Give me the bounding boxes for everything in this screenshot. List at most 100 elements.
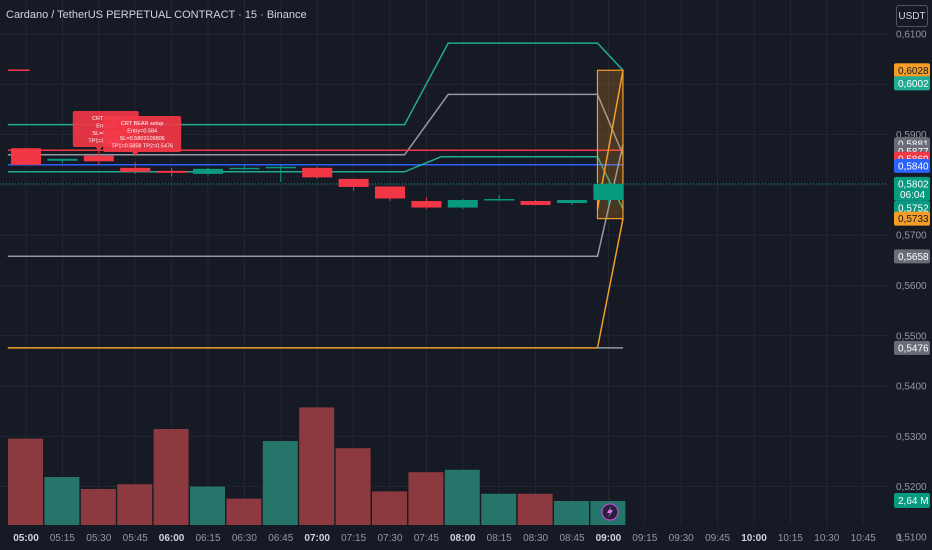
teal-lower-line	[7, 156, 624, 210]
y-tick-label: 0,5100	[896, 532, 927, 543]
orange-low-line	[7, 218, 624, 349]
price-label: 0,5733	[894, 211, 930, 226]
candle-body	[593, 183, 624, 201]
x-tick-label: 08:15	[487, 533, 512, 544]
gray-upper-line	[7, 93, 624, 156]
x-tick-label: 09:00	[596, 533, 622, 544]
candle-body	[11, 148, 41, 165]
x-tick-label: 06:45	[268, 533, 293, 544]
x-tick-label: 08:45	[559, 533, 584, 544]
y-tick-label: 0,5900	[896, 130, 927, 141]
price-label-text: 0,5733	[898, 214, 929, 225]
volume-label-text: 2,64 M	[898, 496, 929, 507]
price-label-text: 0,5752	[898, 204, 929, 215]
price-label-bg	[894, 201, 930, 216]
candle	[447, 199, 478, 210]
candle-body	[447, 200, 478, 208]
volume-bars	[8, 407, 626, 525]
volume-bar	[299, 407, 335, 525]
x-tick-labels: 05:00 05:15 05:30 05:45 06:00 06:15 06:30 06:45…	[13, 533, 903, 544]
x-tick-label: 08:00	[450, 533, 476, 544]
price-label-bg	[894, 249, 930, 264]
volume-bar	[117, 484, 153, 525]
price-label-bg	[894, 158, 930, 173]
volume-bar	[408, 472, 444, 525]
candle	[83, 149, 114, 165]
price-label-bg	[894, 340, 930, 355]
candle-body	[557, 200, 587, 204]
price-label: 0,6028	[894, 63, 930, 78]
annotation-line: CRT BEAR setup	[121, 121, 164, 127]
annotation-line: TP1=0.5858 TP2=0.5476	[111, 144, 173, 150]
x-tick-label: 10:45	[851, 533, 876, 544]
y-tick-label: 0,5700	[896, 231, 927, 242]
price-label-text: 0,5802	[898, 179, 929, 190]
x-tick-label: 07:00	[304, 533, 330, 544]
chart-title: Cardano / TetherUS PERPETUAL CONTRACT · …	[6, 9, 307, 21]
grid	[0, 0, 901, 538]
x-tick-label: 1	[897, 533, 903, 544]
volume-bar	[481, 493, 517, 525]
candle-body	[120, 167, 151, 172]
x-tick-label: 07:30	[377, 533, 402, 544]
gray-lower-line	[7, 144, 624, 258]
candle-body	[265, 166, 296, 169]
candle-body	[193, 168, 223, 174]
candle-body	[338, 178, 369, 187]
annotation-label: CRT BEAR setup Entry=0.584SL=0.5869109806…	[103, 116, 182, 156]
price-label-bg	[894, 63, 930, 78]
volume-bar	[335, 448, 371, 525]
volume-bar	[444, 469, 480, 525]
annotation-pointer	[132, 152, 139, 156]
candle	[375, 186, 405, 202]
volume-bar	[190, 486, 225, 525]
candle	[520, 200, 551, 206]
candle	[229, 165, 260, 170]
candle-body	[302, 167, 333, 178]
price-label-text: 0,5658	[898, 252, 929, 263]
x-tick-label: 05:30	[86, 533, 111, 544]
candle	[265, 164, 296, 182]
volume-bar	[44, 477, 80, 525]
y-tick-label: 0,5200	[896, 482, 927, 493]
candle	[338, 178, 369, 191]
x-tick-label: 05:45	[123, 533, 148, 544]
x-tick-label: 06:30	[232, 533, 257, 544]
y-tick-label: 0,5500	[896, 331, 927, 342]
volume-bar	[372, 491, 407, 525]
candle	[484, 194, 515, 202]
candle	[193, 167, 223, 176]
price-label-text: 0,5476	[898, 343, 929, 354]
volume-label: 2,64 M	[894, 493, 930, 508]
candle-body	[520, 201, 551, 206]
teal-upper-line	[7, 42, 624, 126]
volume-bar	[153, 429, 189, 525]
x-tick-label: 05:15	[50, 533, 75, 544]
volume-bar	[8, 438, 43, 525]
price-label: 0,5476	[894, 340, 930, 355]
x-tick-label: 09:30	[669, 533, 694, 544]
candle-body	[484, 199, 515, 201]
y-tick-label: 0,5300	[896, 432, 927, 443]
candle	[593, 182, 624, 206]
candle-body	[156, 170, 187, 173]
level-lines	[7, 42, 624, 349]
time-axis	[0, 527, 888, 550]
x-tick-label: 10:15	[778, 533, 803, 544]
candle	[11, 148, 41, 165]
candle	[156, 167, 187, 177]
y-tick-label: 0,5400	[896, 382, 927, 393]
lightning-icon	[601, 503, 619, 521]
candle-body	[47, 158, 78, 161]
candle-body	[411, 201, 442, 208]
price-label-bg	[894, 76, 930, 91]
x-tick-label: 05:00	[13, 533, 39, 544]
currency-button[interactable]: USDT	[896, 5, 928, 27]
price-label-text: 0,5840	[898, 161, 929, 172]
volume-bar	[226, 498, 262, 525]
volume-bar	[80, 489, 116, 525]
candle-body	[375, 186, 405, 199]
price-labels: 0,60280,60020,58810,58770,58690,58400,58…	[894, 63, 930, 355]
